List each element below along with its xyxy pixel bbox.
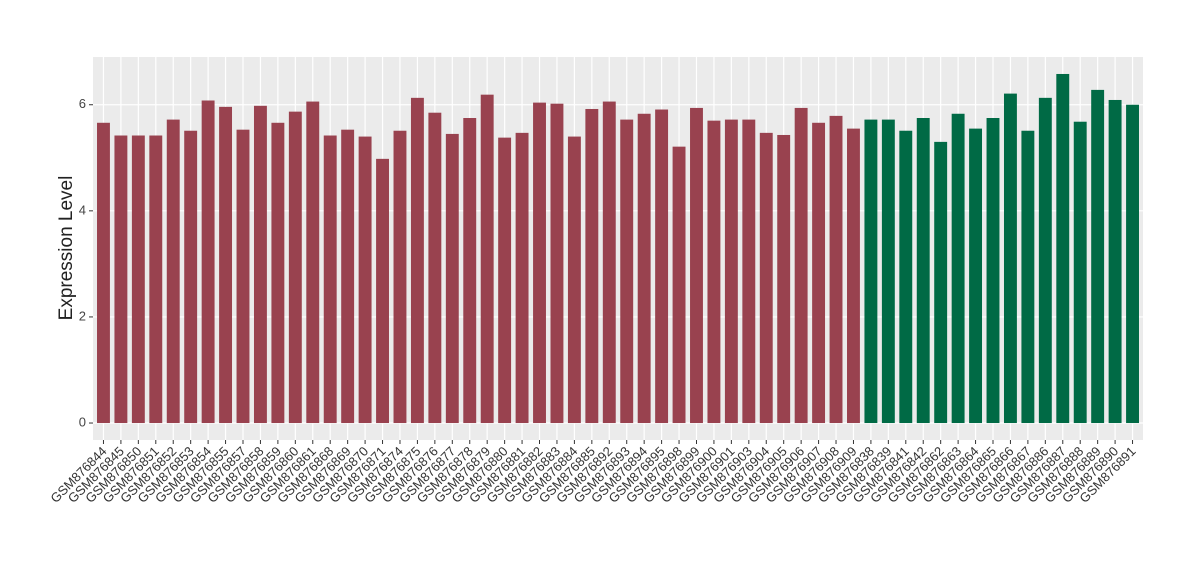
bar (219, 106, 233, 424)
bar (707, 120, 721, 424)
bar (899, 130, 913, 424)
bar (1038, 97, 1052, 424)
bar (777, 134, 791, 424)
bar (515, 132, 529, 424)
bar (166, 119, 180, 424)
bar (602, 101, 616, 424)
bar (1073, 121, 1087, 424)
bar (847, 128, 860, 424)
bar (637, 113, 651, 424)
y-tick-label: 6 (79, 96, 86, 111)
y-tick-label: 0 (79, 414, 86, 429)
bar (724, 119, 738, 424)
bar (672, 146, 686, 424)
bar (742, 119, 756, 424)
bar (550, 103, 564, 424)
bar (655, 109, 669, 424)
bar (1126, 104, 1139, 424)
bar (1003, 93, 1017, 424)
bar (410, 97, 424, 424)
bar (253, 105, 267, 424)
plot-panel (93, 57, 1143, 440)
y-tick-label: 4 (79, 202, 86, 217)
bar (829, 115, 843, 424)
bar (463, 118, 477, 424)
bar (620, 119, 634, 424)
bar (986, 118, 1000, 424)
bar (393, 130, 407, 424)
bar (236, 129, 250, 424)
bar (480, 94, 494, 424)
bar (288, 111, 302, 424)
bar (358, 136, 372, 424)
bar (690, 107, 703, 424)
bar (759, 132, 773, 424)
y-tick-label: 2 (79, 308, 86, 323)
bar (1021, 130, 1035, 424)
bar (201, 100, 215, 424)
bar (376, 158, 389, 424)
bar (306, 101, 320, 424)
y-axis-title: Expression Level (56, 176, 77, 321)
bar (533, 102, 546, 424)
bar (149, 135, 163, 424)
bar (97, 122, 110, 424)
bar (498, 137, 512, 424)
bar (794, 107, 808, 424)
bar (428, 112, 442, 424)
bar (271, 122, 285, 424)
bar (131, 135, 145, 424)
bar (812, 122, 826, 424)
bar (323, 135, 337, 424)
bar (445, 133, 459, 424)
bar (934, 141, 948, 424)
bar (585, 108, 599, 424)
bar (969, 128, 983, 424)
bar (1091, 89, 1105, 424)
bar (951, 113, 965, 424)
bar (184, 130, 198, 424)
bar (1056, 73, 1070, 424)
bar (881, 119, 895, 424)
bar (341, 129, 355, 424)
bar (114, 135, 128, 424)
bar (1108, 99, 1122, 424)
bar (567, 136, 581, 424)
bar (864, 119, 878, 424)
bar (916, 118, 930, 424)
